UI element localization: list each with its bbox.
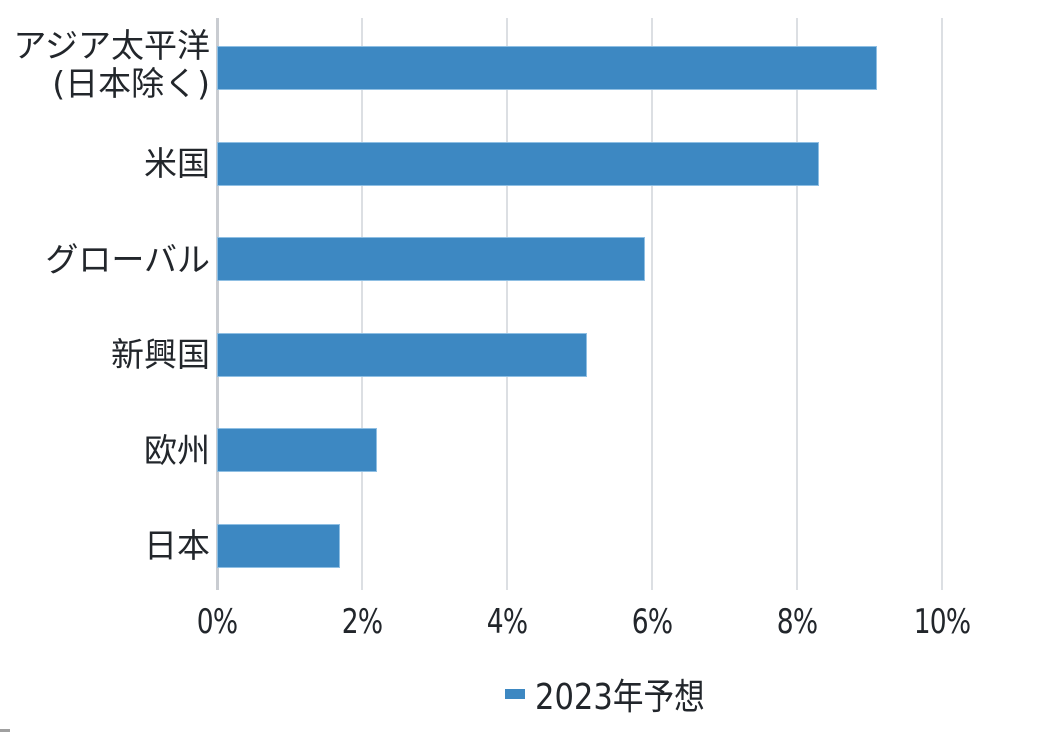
- bar-global: [217, 237, 645, 281]
- category-label-asia-pacific: アジア太平洋 (日本除く): [13, 27, 210, 103]
- bar-europe: [217, 428, 377, 472]
- x-tick-4: 4%: [486, 602, 528, 642]
- x-tick-6: 6%: [631, 602, 673, 642]
- category-label-europe: 欧州: [144, 431, 210, 470]
- x-tick-0: 0%: [196, 602, 238, 642]
- y-axis-line: [216, 18, 219, 590]
- legend-swatch-icon: [505, 689, 525, 699]
- category-label-emerging: 新興国: [111, 335, 210, 374]
- plot-area: [216, 18, 943, 590]
- x-tick-8: 8%: [776, 602, 818, 642]
- category-label-global: グローバル: [45, 240, 210, 279]
- category-label-us: 米国: [144, 144, 210, 183]
- bar-emerging: [217, 333, 587, 377]
- x-tick-10: 10%: [913, 602, 971, 642]
- gridline-6: [651, 18, 653, 590]
- x-tick-2: 2%: [341, 602, 383, 642]
- bar-japan: [217, 524, 341, 568]
- bar-asia-pacific: [217, 46, 877, 90]
- gridline-2: [361, 18, 363, 590]
- category-label-line2: (日本除く): [52, 64, 210, 103]
- gridline-8: [796, 18, 798, 590]
- gridline-4: [506, 18, 508, 590]
- category-label-japan: 日本: [144, 526, 210, 565]
- legend: 2023年予想: [505, 668, 735, 720]
- category-label-line1: アジア太平洋: [13, 26, 210, 65]
- corner-mark: [0, 729, 10, 732]
- gridline-10: [941, 18, 943, 590]
- legend-label: 2023年予想: [535, 677, 705, 718]
- bar-us: [217, 142, 819, 186]
